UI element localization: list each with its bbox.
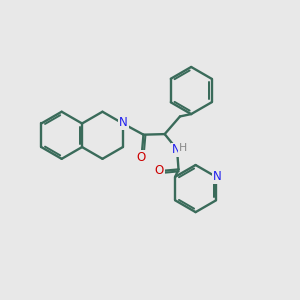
Text: H: H [179,143,187,153]
Text: N: N [119,116,128,129]
Text: O: O [137,151,146,164]
Text: N: N [172,143,181,157]
Text: N: N [213,170,222,183]
Text: O: O [155,164,164,177]
